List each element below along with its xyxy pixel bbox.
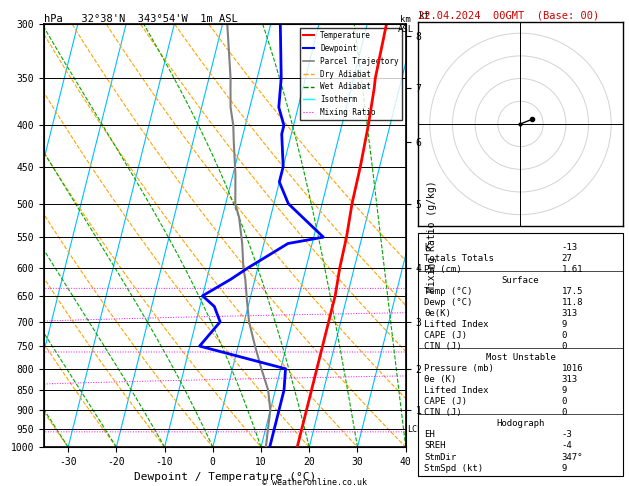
Text: 347°: 347° <box>562 452 583 462</box>
Text: 9: 9 <box>562 320 567 329</box>
Text: 1.61: 1.61 <box>562 265 583 274</box>
Text: © weatheronline.co.uk: © weatheronline.co.uk <box>262 478 367 486</box>
Text: θe (K): θe (K) <box>425 375 457 384</box>
Text: 0: 0 <box>562 408 567 417</box>
Legend: Temperature, Dewpoint, Parcel Trajectory, Dry Adiabat, Wet Adiabat, Isotherm, Mi: Temperature, Dewpoint, Parcel Trajectory… <box>299 28 402 120</box>
Text: Surface: Surface <box>502 276 539 285</box>
Text: hPa   32°38'N  343°54'W  1m ASL: hPa 32°38'N 343°54'W 1m ASL <box>44 14 238 23</box>
Text: Lifted Index: Lifted Index <box>425 320 489 329</box>
Text: 313: 313 <box>562 309 577 318</box>
Text: 22.04.2024  00GMT  (Base: 00): 22.04.2024 00GMT (Base: 00) <box>418 11 599 21</box>
Text: Pressure (mb): Pressure (mb) <box>425 364 494 373</box>
Y-axis label: Mixing Ratio (g/kg): Mixing Ratio (g/kg) <box>427 180 437 292</box>
Text: θe(K): θe(K) <box>425 309 451 318</box>
Text: StmDir: StmDir <box>425 452 457 462</box>
Text: PW (cm): PW (cm) <box>425 265 462 274</box>
Text: EH: EH <box>425 431 435 439</box>
Text: LCL: LCL <box>407 425 422 434</box>
Text: Hodograph: Hodograph <box>496 419 545 428</box>
X-axis label: Dewpoint / Temperature (°C): Dewpoint / Temperature (°C) <box>134 472 316 483</box>
Text: kt: kt <box>418 11 430 21</box>
Text: CAPE (J): CAPE (J) <box>425 331 467 340</box>
Text: 0: 0 <box>562 342 567 351</box>
Text: K: K <box>425 243 430 252</box>
Text: Totals Totals: Totals Totals <box>425 254 494 263</box>
Text: Lifted Index: Lifted Index <box>425 386 489 395</box>
Text: CIN (J): CIN (J) <box>425 342 462 351</box>
Text: 11.8: 11.8 <box>562 298 583 307</box>
Text: 9: 9 <box>562 464 567 472</box>
Text: SREH: SREH <box>425 441 446 451</box>
Text: CAPE (J): CAPE (J) <box>425 398 467 406</box>
Text: 27: 27 <box>562 254 572 263</box>
Text: 17.5: 17.5 <box>562 287 583 296</box>
Text: -13: -13 <box>562 243 577 252</box>
Text: StmSpd (kt): StmSpd (kt) <box>425 464 484 472</box>
Text: CIN (J): CIN (J) <box>425 408 462 417</box>
Text: 0: 0 <box>562 331 567 340</box>
Text: 0: 0 <box>562 398 567 406</box>
Text: Temp (°C): Temp (°C) <box>425 287 473 296</box>
Text: -3: -3 <box>562 431 572 439</box>
Text: Most Unstable: Most Unstable <box>486 353 555 362</box>
Text: 9: 9 <box>562 386 567 395</box>
Text: 313: 313 <box>562 375 577 384</box>
Text: km
ASL: km ASL <box>398 15 414 34</box>
Text: 1016: 1016 <box>562 364 583 373</box>
Text: Dewp (°C): Dewp (°C) <box>425 298 473 307</box>
Text: -4: -4 <box>562 441 572 451</box>
